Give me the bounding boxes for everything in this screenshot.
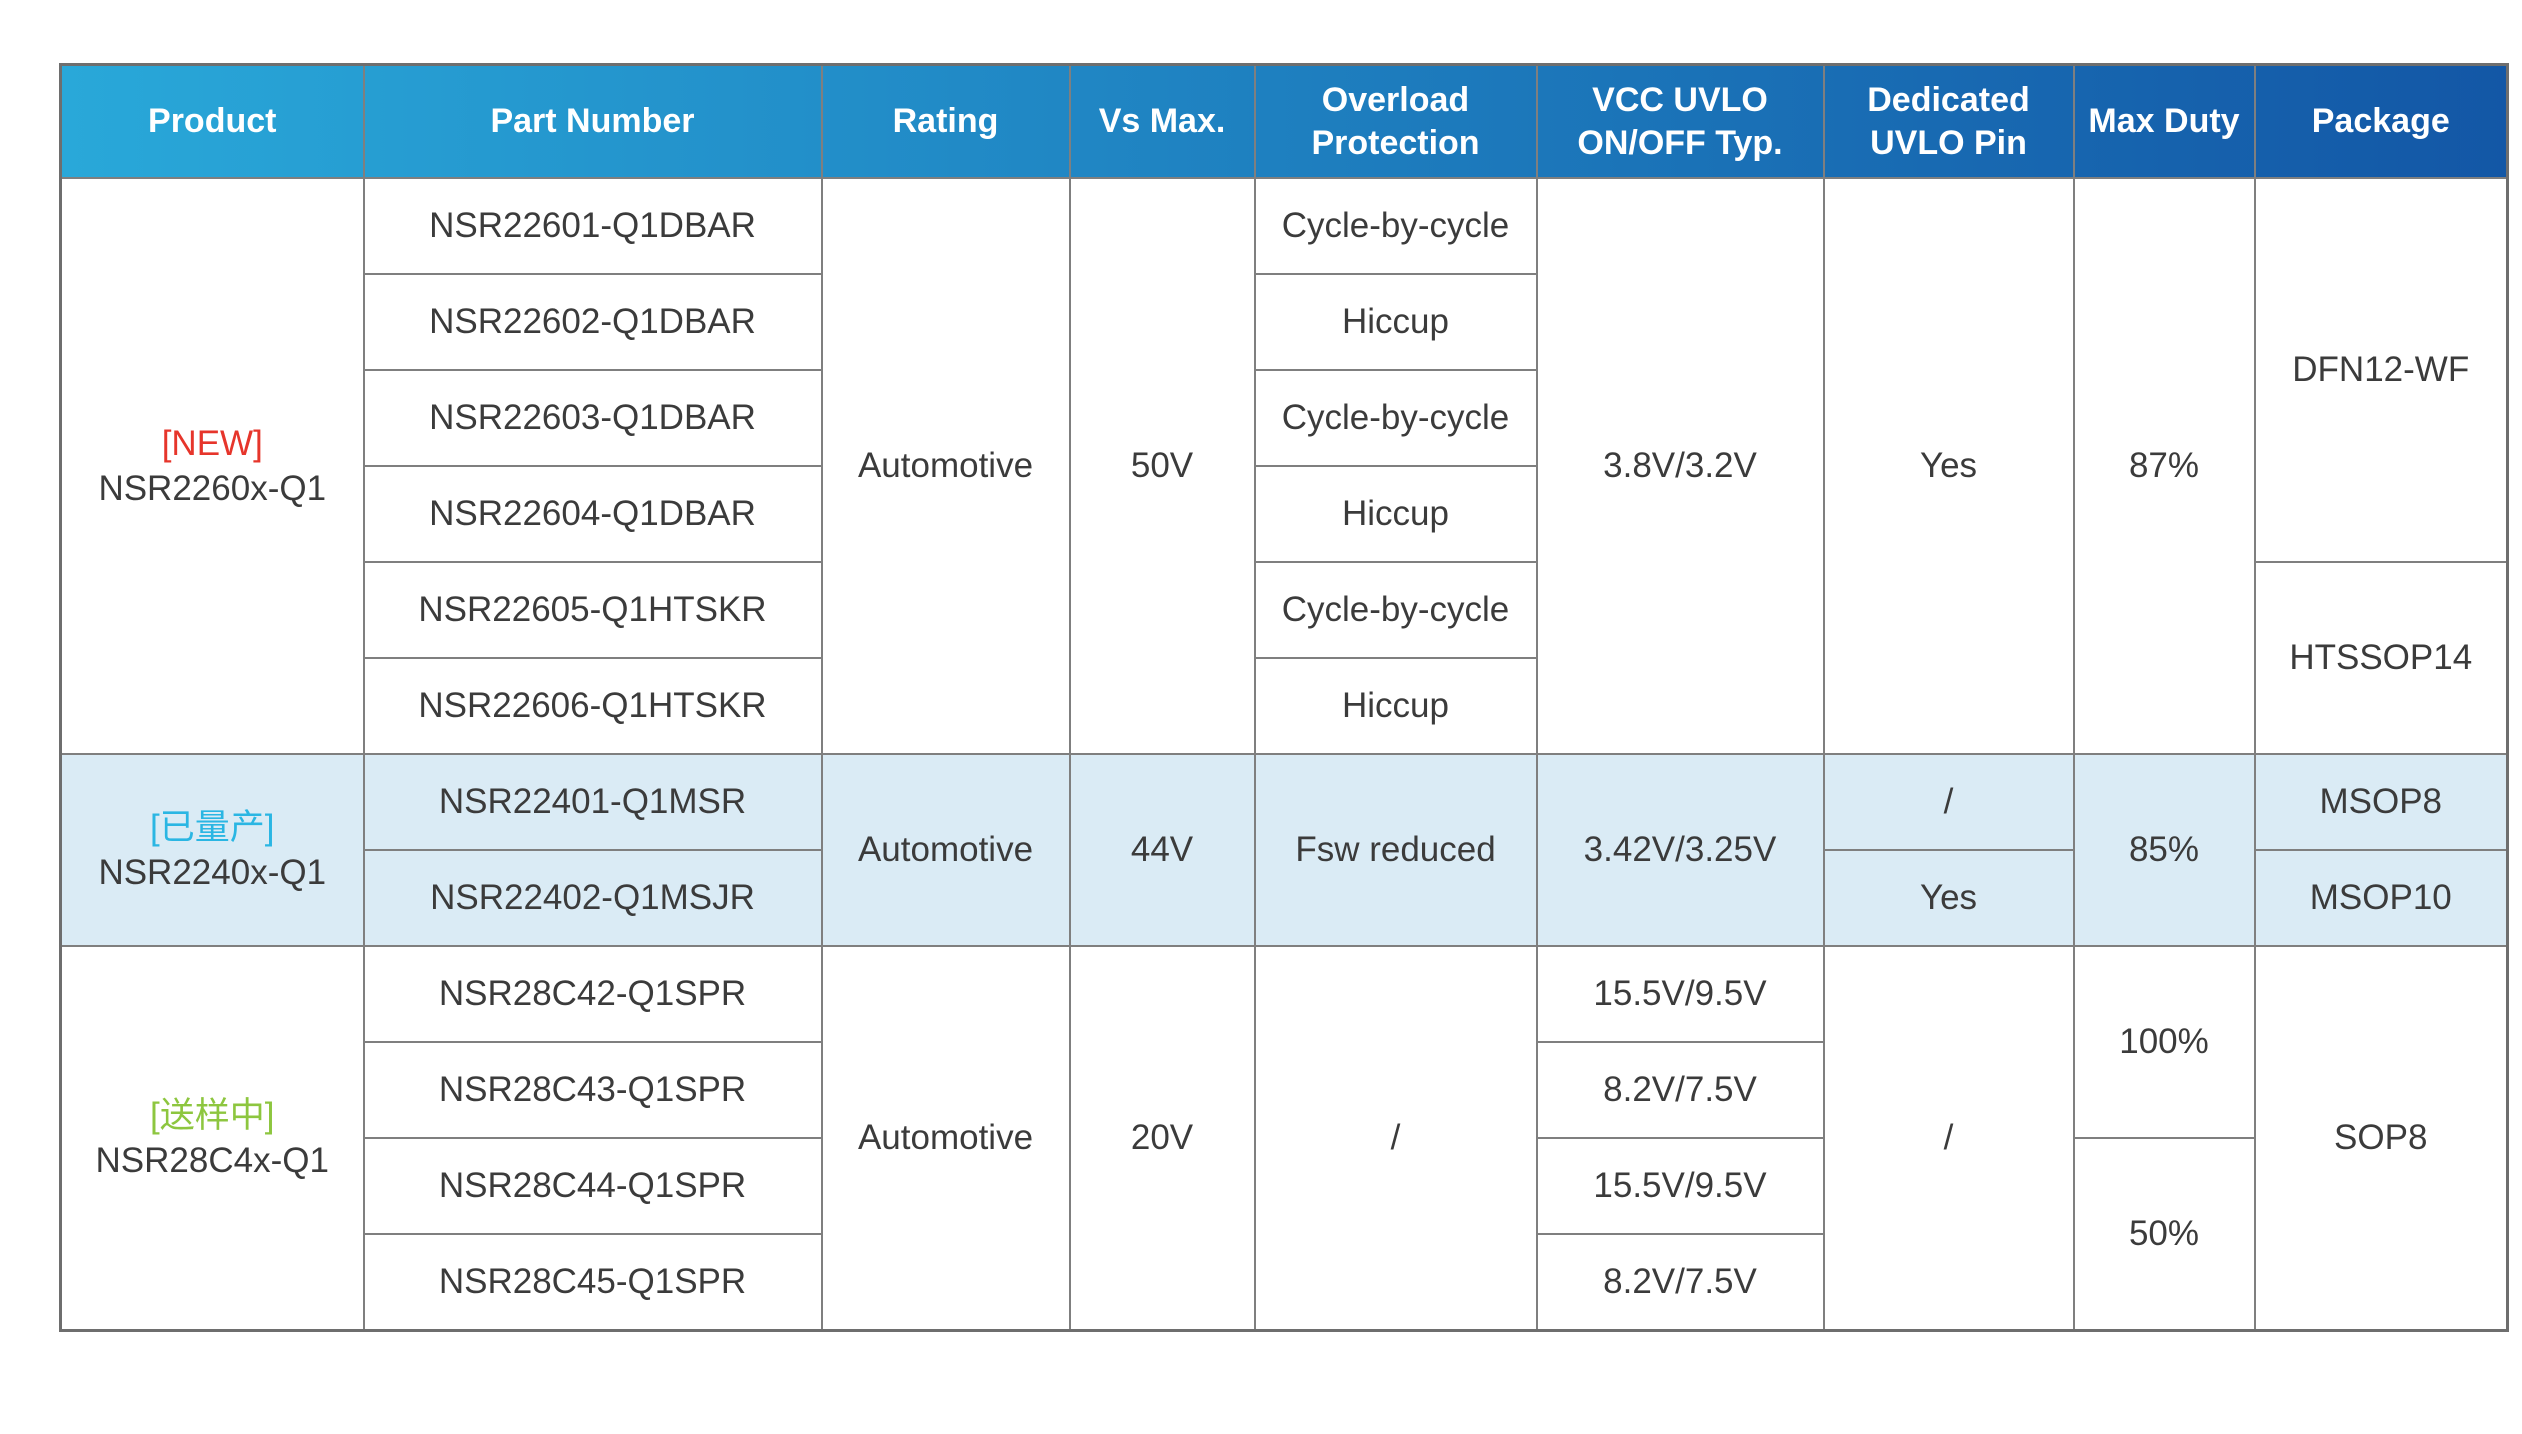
status-tag-new: [NEW] <box>161 423 263 463</box>
overload-cell: Hiccup <box>1253 273 1538 371</box>
max-duty-cell: 85% <box>2072 753 2256 947</box>
max-duty-cell: 100% <box>2072 945 2256 1139</box>
product-cell: [已量产] NSR2240x-Q1 <box>59 753 365 947</box>
part-number-cell: NSR22603-Q1DBAR <box>362 369 823 467</box>
table-row: NSR28C43-Q1SPR 8.2V/7.5V <box>61 1041 2508 1139</box>
col-header-product: Product <box>59 63 365 179</box>
uvlo-pin-cell: / <box>1822 945 2075 1332</box>
product-name: NSR28C4x-Q1 <box>95 1141 329 1180</box>
part-number-cell: NSR28C45-Q1SPR <box>362 1233 823 1332</box>
col-header-part-number: Part Number <box>362 63 823 179</box>
vcc-uvlo-cell: 15.5V/9.5V <box>1535 945 1825 1043</box>
rating-cell: Automotive <box>820 945 1071 1332</box>
product-cell: [送样中] NSR28C4x-Q1 <box>59 945 365 1332</box>
vcc-uvlo-cell: 3.8V/3.2V <box>1535 177 1825 755</box>
table-row: NSR22604-Q1DBAR Hiccup <box>61 465 2508 563</box>
part-number-cell: NSR22401-Q1MSR <box>362 753 823 851</box>
part-number-cell: NSR28C43-Q1SPR <box>362 1041 823 1139</box>
max-duty-cell: 50% <box>2072 1137 2256 1332</box>
table-row: [已量产] NSR2240x-Q1 NSR22401-Q1MSR Automot… <box>59 753 2509 947</box>
table-row: NSR22602-Q1DBAR Hiccup <box>61 273 2508 371</box>
part-number-cell: NSR22605-Q1HTSKR <box>362 561 823 659</box>
package-cell: MSOP8 <box>2253 753 2509 851</box>
max-duty-cell: 87% <box>2072 177 2256 755</box>
table-row: NSR22606-Q1HTSKR Hiccup <box>61 657 2508 755</box>
vcc-uvlo-cell: 8.2V/7.5V <box>1535 1233 1825 1332</box>
rating-cell: Automotive <box>820 177 1071 755</box>
table-row: NSR28C44-Q1SPR 15.5V/9.5V 50% <box>61 1137 2508 1332</box>
overload-cell: Cycle-by-cycle <box>1253 369 1538 467</box>
product-name: NSR2240x-Q1 <box>98 853 327 892</box>
header-row: Product Part Number Rating Vs Max. Overl… <box>59 63 2509 179</box>
vcc-uvlo-cell: 15.5V/9.5V <box>1535 1137 1825 1235</box>
overload-cell: Cycle-by-cycle <box>1253 177 1538 275</box>
uvlo-pin-cell: Yes <box>1822 849 2075 947</box>
product-spec-table: Product Part Number Rating Vs Max. Overl… <box>59 63 2509 1332</box>
part-number-cell: NSR22601-Q1DBAR <box>362 177 823 275</box>
uvlo-pin-cell: Yes <box>1822 177 2075 755</box>
col-header-overload-protection: Overload Protection <box>1253 63 1538 179</box>
table-row: NSR22603-Q1DBAR Cycle-by-cycle <box>61 369 2508 467</box>
part-number-cell: NSR22606-Q1HTSKR <box>362 657 823 755</box>
table-row: NSR22402-Q1MSJR Yes MSOP10 <box>61 849 2509 947</box>
overload-cell: / <box>1253 945 1538 1332</box>
package-cell: SOP8 <box>2253 945 2509 1332</box>
part-number-cell: NSR28C42-Q1SPR <box>362 945 823 1043</box>
package-cell: MSOP10 <box>2253 849 2509 947</box>
package-cell: HTSSOP14 <box>2253 561 2509 755</box>
part-number-cell: NSR22604-Q1DBAR <box>362 465 823 563</box>
table-row: NSR28C45-Q1SPR 8.2V/7.5V <box>61 1233 2508 1332</box>
col-header-vcc-uvlo: VCC UVLO ON/OFF Typ. <box>1535 63 1825 179</box>
part-number-cell: NSR22602-Q1DBAR <box>362 273 823 371</box>
table-row: [送样中] NSR28C4x-Q1 NSR28C42-Q1SPR Automot… <box>59 945 2509 1332</box>
uvlo-pin-cell: / <box>1822 753 2075 851</box>
table-row: [NEW] NSR2260x-Q1 NSR22601-Q1DBAR Automo… <box>59 177 2509 755</box>
overload-cell: Fsw reduced <box>1253 753 1538 947</box>
table-row: NSR22605-Q1HTSKR Cycle-by-cycle HTSSOP14 <box>61 561 2509 755</box>
col-header-vs-max: Vs Max. <box>1068 63 1256 179</box>
col-header-max-duty: Max Duty <box>2072 63 2256 179</box>
package-cell: DFN12-WF <box>2253 177 2509 563</box>
rating-cell: Automotive <box>820 753 1071 947</box>
overload-cell: Hiccup <box>1253 657 1538 755</box>
part-number-cell: NSR28C44-Q1SPR <box>362 1137 823 1235</box>
vs-max-cell: 50V <box>1068 177 1256 755</box>
status-tag-mass-production: [已量产] <box>150 807 275 847</box>
overload-cell: Cycle-by-cycle <box>1253 561 1538 659</box>
product-cell: [NEW] NSR2260x-Q1 <box>59 177 365 755</box>
product-name: NSR2260x-Q1 <box>98 469 327 508</box>
vcc-uvlo-cell: 8.2V/7.5V <box>1535 1041 1825 1139</box>
overload-cell: Hiccup <box>1253 465 1538 563</box>
part-number-cell: NSR22402-Q1MSJR <box>362 849 823 947</box>
status-tag-sampling: [送样中] <box>150 1095 275 1135</box>
vcc-uvlo-cell: 3.42V/3.25V <box>1535 753 1825 947</box>
vs-max-cell: 20V <box>1068 945 1256 1332</box>
col-header-dedicated-uvlo-pin: Dedicated UVLO Pin <box>1822 63 2075 179</box>
col-header-rating: Rating <box>820 63 1071 179</box>
vs-max-cell: 44V <box>1068 753 1256 947</box>
col-header-package: Package <box>2253 63 2509 179</box>
